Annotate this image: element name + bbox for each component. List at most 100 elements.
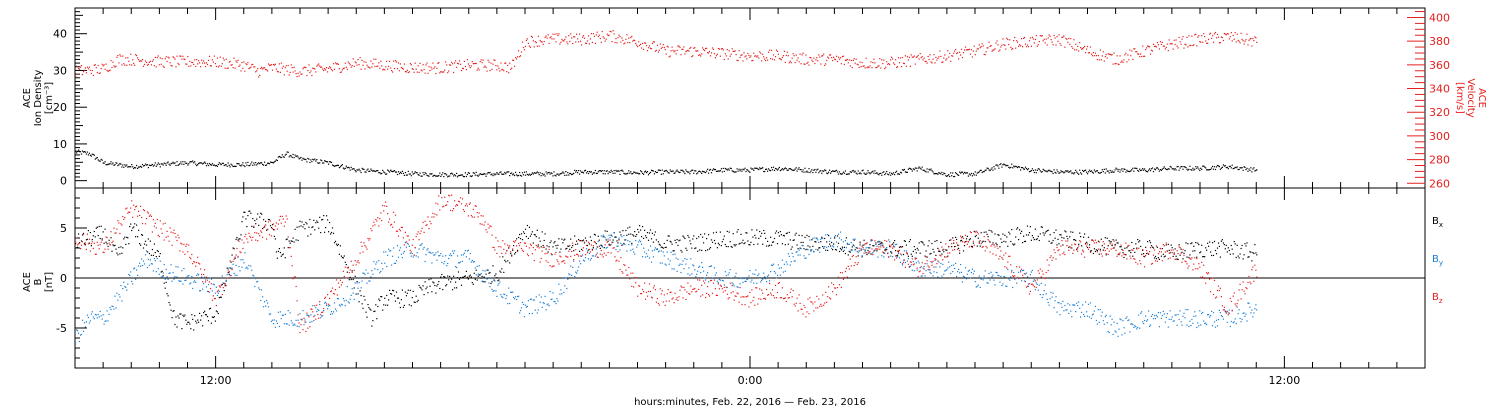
data-point (913, 55, 915, 57)
data-point (1161, 248, 1163, 250)
data-point (703, 49, 705, 51)
data-point (250, 66, 252, 68)
data-point (539, 240, 541, 242)
data-point (493, 59, 495, 61)
data-point (584, 42, 587, 44)
data-point (897, 66, 899, 68)
data-point (1188, 256, 1190, 259)
data-point (1097, 171, 1099, 174)
data-point (536, 45, 538, 47)
data-point (325, 301, 327, 303)
data-point (645, 172, 648, 174)
data-point (186, 276, 188, 278)
data-point (549, 37, 551, 39)
data-point (867, 249, 869, 252)
data-point (715, 170, 717, 172)
data-point (177, 62, 179, 64)
data-point (994, 284, 996, 286)
data-point (1010, 240, 1012, 243)
data-point (384, 172, 386, 174)
data-point (1109, 241, 1111, 243)
data-point (993, 279, 995, 281)
data-point (89, 320, 91, 322)
data-point (300, 156, 302, 159)
data-point (334, 240, 337, 242)
data-point (366, 64, 368, 66)
data-point (710, 265, 713, 267)
data-point (302, 226, 304, 228)
data-point (468, 172, 470, 174)
data-point (538, 174, 540, 176)
data-point (889, 241, 891, 243)
data-point (1046, 230, 1048, 232)
data-point (709, 247, 712, 249)
data-point (1101, 55, 1103, 57)
data-point (566, 41, 568, 43)
data-point (482, 59, 484, 61)
data-point (745, 170, 747, 173)
data-point (696, 50, 698, 52)
data-point (440, 276, 442, 278)
data-point (611, 41, 613, 43)
data-point (367, 168, 369, 170)
data-point (999, 49, 1001, 51)
data-point (1027, 46, 1030, 48)
data-point (1215, 253, 1218, 255)
data-point (307, 157, 309, 159)
data-point (240, 259, 242, 261)
data-point (828, 171, 830, 173)
data-point (677, 45, 679, 47)
data-point (358, 301, 360, 303)
data-point (104, 161, 106, 163)
data-point (733, 244, 735, 246)
data-point (271, 319, 274, 321)
data-point (97, 64, 99, 67)
data-point (612, 241, 614, 243)
data-point (1222, 39, 1224, 42)
data-point (549, 173, 551, 175)
data-point (797, 248, 799, 250)
data-point (846, 242, 848, 244)
data-point (791, 246, 793, 248)
data-point (321, 160, 323, 162)
data-point (174, 276, 176, 278)
data-point (1198, 244, 1200, 246)
data-point (938, 250, 940, 252)
data-point (191, 161, 193, 163)
data-point (471, 61, 473, 63)
data-point (1010, 276, 1012, 278)
data-point (884, 174, 886, 176)
data-point (266, 229, 268, 231)
data-point (1063, 35, 1065, 37)
data-point (848, 173, 850, 175)
data-point (152, 59, 154, 61)
data-point (1142, 45, 1144, 47)
data-point (194, 315, 196, 317)
data-point (143, 165, 146, 167)
data-point (959, 272, 961, 274)
data-point (1084, 170, 1086, 172)
data-point (319, 216, 321, 218)
data-point (1137, 53, 1139, 55)
data-point (898, 62, 901, 64)
data-point (453, 175, 455, 177)
data-point (1039, 294, 1041, 296)
data-point (547, 251, 549, 253)
data-point (1002, 38, 1004, 40)
data-point (178, 164, 180, 166)
data-point (937, 57, 939, 59)
data-point (371, 169, 373, 171)
data-point (411, 297, 413, 299)
data-point (502, 296, 504, 299)
data-point (535, 42, 537, 44)
velocity-tick-label: 300 (1429, 130, 1450, 143)
data-point (1112, 63, 1114, 65)
data-point (323, 162, 325, 164)
data-point (636, 234, 638, 236)
data-point (791, 169, 793, 171)
data-point (1198, 35, 1200, 37)
data-point (1163, 45, 1165, 47)
data-point (1094, 171, 1096, 173)
data-point (1142, 168, 1144, 170)
data-point (904, 240, 906, 242)
